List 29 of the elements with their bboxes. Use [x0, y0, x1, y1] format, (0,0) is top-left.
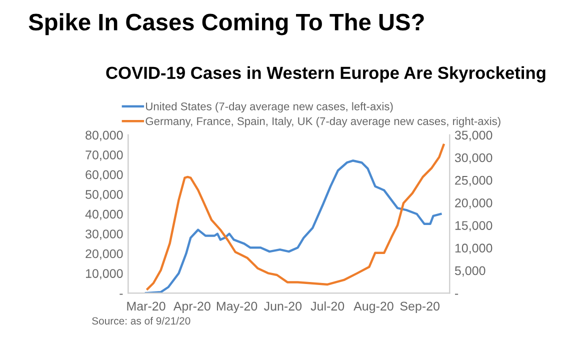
- y-tick-label: 20,000: [86, 249, 123, 260]
- chart-title: Spike In Cases Coming To The US?: [28, 13, 424, 36]
- y2-tick-label: 15,000: [455, 221, 492, 232]
- source-note: Source: as of 9/21/20: [92, 316, 190, 325]
- x-tick-label: Sep-20: [400, 302, 440, 314]
- y-tick-label: 50,000: [86, 190, 123, 200]
- y2-tick-label: 30,000: [454, 153, 492, 164]
- y2-tick-label: 25,000: [455, 176, 492, 186]
- y-tick-label: -: [120, 294, 123, 295]
- x-tick-label: Jul-20: [310, 301, 344, 311]
- y2-tick-label: 10,000: [455, 244, 492, 254]
- x-tick-label: Jun-20: [264, 302, 302, 311]
- legend-label: United States (7-day average new cases, left-axis): [146, 102, 393, 113]
- y2-tick-label: 35,000: [454, 130, 492, 142]
- y-tick-label: 60,000: [86, 170, 123, 181]
- x-tick-label: Mar-20: [127, 302, 166, 311]
- y2-tick-label: 5,000: [454, 266, 486, 277]
- x-tick-label: May-20: [216, 302, 258, 314]
- y-tick-label: 30,000: [86, 230, 123, 240]
- x-tick-label: Apr-20: [173, 302, 210, 314]
- y2-tick-label: -: [455, 294, 458, 295]
- chart-subtitle: COVID-19 Cases in Western Europe Are Skyrocketing: [106, 66, 546, 83]
- y-tick-label: 40,000: [85, 210, 123, 220]
- y-tick-label: 70,000: [86, 150, 123, 161]
- x-tick-label: Aug-20: [354, 302, 394, 314]
- y-tick-label: 80,000: [86, 130, 123, 142]
- y2-tick-label: 20,000: [455, 198, 492, 209]
- legend-label: Germany, France, Spain, Italy, UK (7-day average new cases, right-axis): [146, 116, 500, 128]
- y-tick-label: 10,000: [86, 269, 123, 280]
